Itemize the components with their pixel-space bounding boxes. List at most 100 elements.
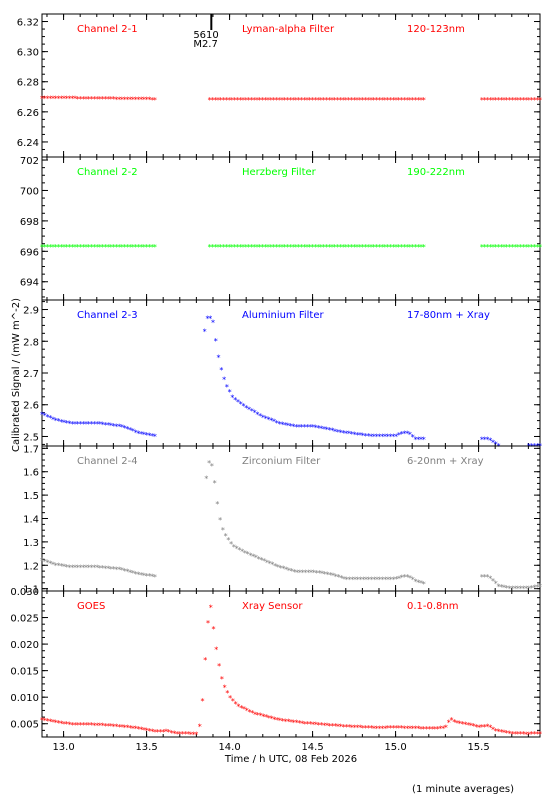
data-point: * [238, 243, 242, 252]
data-point: * [485, 573, 489, 582]
data-point: * [87, 420, 91, 429]
data-point: * [286, 243, 290, 252]
data-point: * [317, 569, 321, 578]
data-point: * [292, 718, 296, 727]
data-point: * [419, 243, 423, 252]
data-point: * [228, 694, 232, 703]
data-point: * [213, 96, 217, 105]
data-point: * [303, 423, 307, 432]
data-point: * [416, 436, 420, 445]
data-point: * [419, 436, 423, 445]
data-point: * [81, 420, 85, 429]
y-tick-label: 6.32 [17, 18, 39, 29]
data-point: * [84, 564, 88, 573]
data-point: * [333, 722, 337, 731]
data-point: * [134, 428, 138, 437]
data-point: * [95, 721, 99, 730]
data-point: * [259, 712, 263, 721]
data-point: * [358, 243, 362, 252]
panel-band-label: 190-222nm [407, 167, 465, 178]
data-point: * [216, 243, 220, 252]
data-point: * [46, 413, 50, 422]
data-point: * [43, 94, 47, 103]
y-tick-label: 1.6 [23, 468, 39, 479]
data-point: * [62, 563, 66, 572]
data-point: * [377, 96, 381, 105]
data-point: * [297, 423, 301, 432]
data-point: * [372, 575, 376, 584]
data-point: * [211, 318, 215, 327]
data-point: * [364, 432, 368, 441]
data-point: * [538, 96, 542, 105]
data-point: * [516, 730, 520, 739]
data-point: * [402, 429, 406, 438]
data-point: * [145, 243, 149, 252]
data-point: * [114, 723, 118, 732]
data-point: * [516, 585, 520, 594]
data-point: * [90, 95, 94, 104]
data-point: * [248, 551, 252, 560]
data-point: * [342, 575, 346, 584]
data-point: * [109, 565, 113, 574]
data-point: * [65, 419, 69, 428]
data-point: * [416, 96, 420, 105]
x-tick-label: 15.0 [384, 742, 406, 753]
data-point: * [375, 243, 379, 252]
data-point: * [356, 575, 360, 584]
data-point: * [181, 730, 185, 739]
data-point: * [308, 423, 312, 432]
data-point: * [386, 96, 390, 105]
data-point: * [330, 96, 334, 105]
data-point: * [414, 578, 418, 587]
data-point: * [369, 575, 373, 584]
data-point: * [505, 96, 509, 105]
data-point: * [134, 243, 138, 252]
data-point: * [311, 243, 315, 252]
data-point: * [263, 243, 267, 252]
data-point: * [353, 575, 357, 584]
data-point: * [79, 420, 83, 429]
data-point: * [347, 243, 351, 252]
y-tick-label: 1.4 [23, 515, 39, 526]
data-point: * [488, 724, 492, 733]
data-point: * [268, 560, 272, 569]
data-point: * [491, 96, 495, 105]
data-point: * [59, 243, 63, 252]
data-point: * [303, 568, 307, 577]
data-point: * [226, 536, 230, 545]
data-point: * [302, 243, 306, 252]
data-point: * [258, 412, 262, 421]
data-point: * [530, 243, 534, 252]
data-point: * [294, 243, 298, 252]
y-tick-label: 2.7 [23, 369, 39, 380]
data-point: * [68, 720, 72, 729]
data-point: * [221, 526, 225, 535]
data-point: * [114, 243, 118, 252]
data-point: * [239, 400, 243, 409]
data-point: * [391, 432, 395, 441]
data-point: * [217, 662, 221, 671]
data-point: * [261, 413, 265, 422]
data-point: * [51, 243, 55, 252]
data-point: * [214, 337, 218, 346]
data-point: * [388, 96, 392, 105]
x-tick-label: 13.0 [52, 742, 74, 753]
data-point: * [369, 96, 373, 105]
data-point: * [150, 573, 154, 582]
data-point: * [325, 722, 329, 731]
data-point: * [101, 722, 105, 731]
data-point: * [363, 96, 367, 105]
data-point: * [358, 724, 362, 733]
data-point: * [54, 719, 58, 728]
y-tick-label: 2.8 [23, 337, 39, 348]
data-point: * [508, 584, 512, 593]
data-point: * [247, 406, 251, 415]
data-point: * [322, 96, 326, 105]
data-point: * [150, 96, 154, 105]
data-point: * [494, 727, 498, 736]
data-point: * [324, 243, 328, 252]
data-point: * [255, 410, 259, 419]
data-point: * [305, 96, 309, 105]
data-point: * [225, 689, 229, 698]
data-point: * [292, 568, 296, 577]
